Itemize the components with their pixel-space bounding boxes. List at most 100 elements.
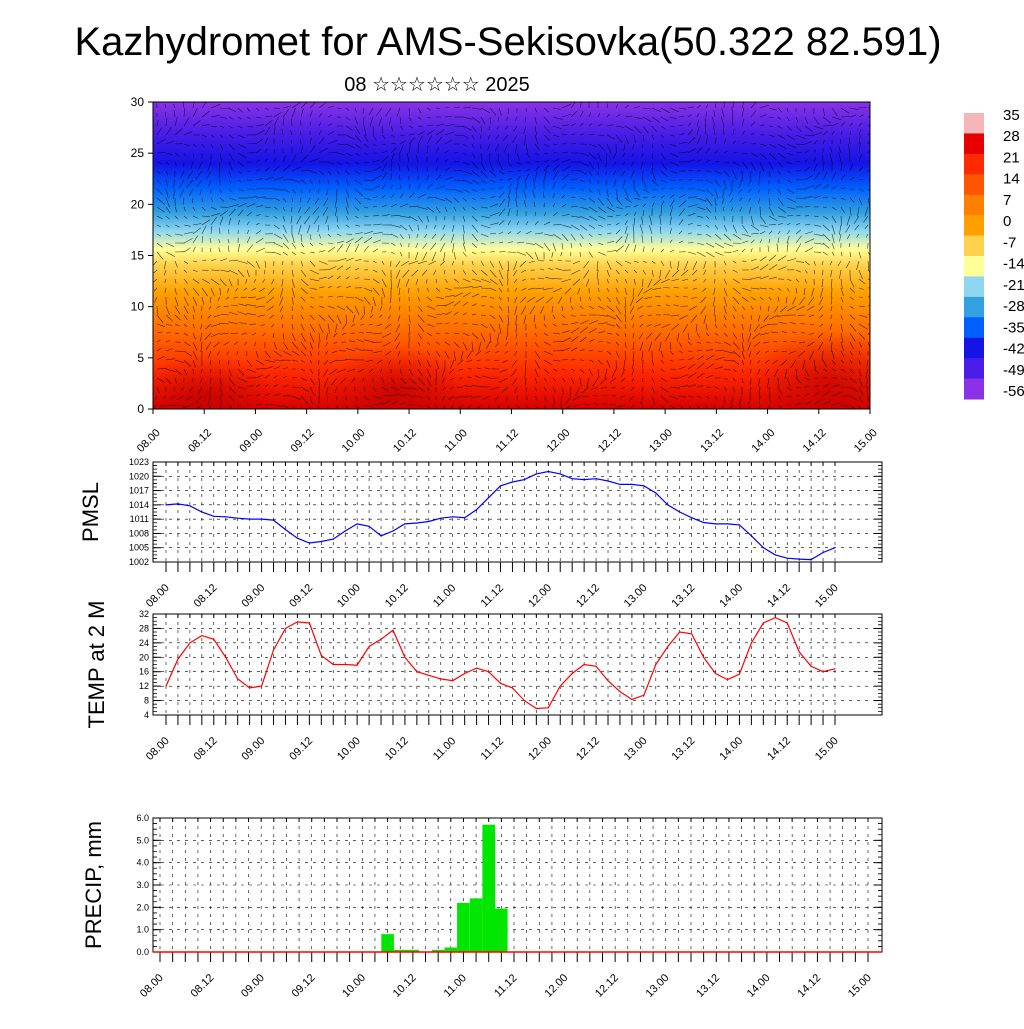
heatmap-y-tick-label: 0 xyxy=(137,402,144,416)
y-tick-label: 1017 xyxy=(129,486,149,496)
heatmap-warm-core xyxy=(325,345,465,435)
data-point xyxy=(189,505,190,506)
colorbar-swatch xyxy=(964,215,984,236)
panel-frame xyxy=(153,462,882,562)
heatmap-x-tick-label: 10.00 xyxy=(340,427,368,455)
x-tick-label: 13.12 xyxy=(670,735,698,763)
data-point xyxy=(572,673,573,674)
x-tick-label: 10.12 xyxy=(383,582,411,610)
data-point xyxy=(177,503,178,504)
data-point xyxy=(607,680,608,681)
colorbar-swatch xyxy=(964,297,984,318)
data-point xyxy=(823,671,824,672)
data-point xyxy=(619,691,620,692)
data-point xyxy=(596,666,597,667)
precip-bar xyxy=(457,903,470,952)
data-point xyxy=(775,617,776,618)
colorbar-swatch xyxy=(964,154,984,175)
data-point xyxy=(524,700,525,701)
data-point xyxy=(775,554,776,555)
x-tick-label: 13.12 xyxy=(670,582,698,610)
colorbar-swatch xyxy=(964,236,984,257)
data-point xyxy=(739,674,740,675)
colorbar-swatch xyxy=(964,133,984,154)
x-tick-label: 13.12 xyxy=(694,972,722,1000)
data-point xyxy=(715,523,716,524)
data-point xyxy=(488,497,489,498)
data-point xyxy=(369,646,370,647)
data-point xyxy=(165,686,166,687)
x-tick-label: 14.12 xyxy=(765,735,793,763)
data-point xyxy=(416,671,417,672)
x-tick-label: 09.00 xyxy=(239,735,267,763)
panel-frame xyxy=(153,818,882,952)
data-point xyxy=(357,523,358,524)
data-point xyxy=(428,521,429,522)
data-point xyxy=(500,485,501,486)
data-point xyxy=(428,675,429,676)
heatmap-y-tick-label: 25 xyxy=(131,146,145,160)
colorbar-label: -7 xyxy=(1003,234,1016,251)
x-tick-label: 13.00 xyxy=(644,972,672,1000)
heatmap-x-tick-label: 14.12 xyxy=(801,427,829,455)
precip-bar xyxy=(470,898,483,952)
data-point xyxy=(321,655,322,656)
data-point xyxy=(751,642,752,643)
data-point xyxy=(273,650,274,651)
x-tick-label: 08.12 xyxy=(188,972,216,1000)
colorbar-swatch xyxy=(964,338,984,359)
data-point xyxy=(225,516,226,517)
data-point xyxy=(345,530,346,531)
y-tick-label: 1005 xyxy=(129,543,149,553)
heatmap-x-tick-label: 13.00 xyxy=(647,427,675,455)
x-tick-label: 12.00 xyxy=(542,972,570,1000)
data-point xyxy=(834,547,835,548)
data-point xyxy=(655,492,656,493)
data-point xyxy=(631,484,632,485)
y-tick-label: 1008 xyxy=(129,528,149,538)
x-tick-label: 14.00 xyxy=(717,735,745,763)
y-tick-label: 1020 xyxy=(129,471,149,481)
data-point xyxy=(285,529,286,530)
data-point xyxy=(369,526,370,527)
y-tick-label: 4.0 xyxy=(136,858,149,868)
data-point xyxy=(679,511,680,512)
heatmap-y-tick-label: 20 xyxy=(131,197,145,211)
x-tick-label: 10.00 xyxy=(335,582,363,610)
colorbar-label: 14 xyxy=(1003,171,1020,188)
data-point xyxy=(201,511,202,512)
x-tick-label: 11.00 xyxy=(431,735,458,762)
data-point xyxy=(560,473,561,474)
data-point xyxy=(500,683,501,684)
x-tick-label: 12.12 xyxy=(593,972,621,1000)
heatmap-x-tick-label: 12.00 xyxy=(545,427,573,455)
heatmap-y-tick-label: 5 xyxy=(137,351,144,365)
data-point xyxy=(763,547,764,548)
x-tick-label: 14.12 xyxy=(765,582,793,610)
data-point xyxy=(476,509,477,510)
data-point xyxy=(392,530,393,531)
heatmap-x-tick-label: 11.00 xyxy=(442,427,469,454)
data-point xyxy=(607,480,608,481)
data-point xyxy=(285,628,286,629)
x-tick-label: 13.00 xyxy=(622,582,650,610)
panel-y-label: TEMP at 2 M xyxy=(84,601,109,729)
colorbar-label: -56 xyxy=(1003,383,1024,400)
heatmap-x-tick-label: 13.12 xyxy=(698,427,726,455)
data-point xyxy=(476,668,477,669)
colorbar-label: 35 xyxy=(1003,107,1020,124)
heatmap-warm-core xyxy=(135,355,275,435)
data-point xyxy=(655,664,656,665)
data-point xyxy=(727,523,728,524)
data-point xyxy=(691,633,692,634)
x-tick-label: 11.00 xyxy=(442,972,469,999)
data-point xyxy=(488,671,489,672)
data-point xyxy=(834,668,835,669)
data-point xyxy=(691,517,692,518)
data-point xyxy=(763,622,764,623)
x-tick-label: 15.00 xyxy=(813,582,841,610)
data-point xyxy=(213,516,214,517)
data-point xyxy=(739,524,740,525)
data-point xyxy=(273,520,274,521)
